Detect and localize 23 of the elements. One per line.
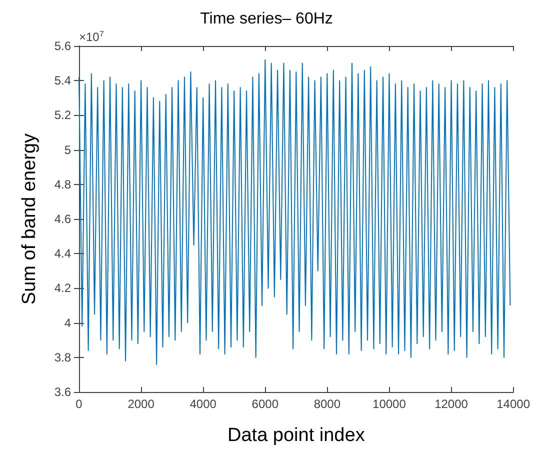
y-tick-label: 5.4 xyxy=(54,74,72,88)
x-tick-label: 6000 xyxy=(252,397,279,411)
x-tick-label: 14000 xyxy=(496,397,530,411)
chart-title: Time series– 60Hz xyxy=(200,10,333,28)
x-tick-label: 10000 xyxy=(372,397,406,411)
y-axis-title: Sum of band energy xyxy=(19,132,40,305)
x-tick-label: 12000 xyxy=(434,397,468,411)
y-tick-label: 4 xyxy=(64,316,72,330)
y-tick-label: 4.8 xyxy=(54,177,72,192)
y-tick-label: 3.8 xyxy=(54,350,72,364)
x-tick-label: 2000 xyxy=(128,397,155,411)
y-tick-label: 3.6 xyxy=(54,385,72,399)
x-axis-title: Data point index xyxy=(227,425,366,446)
y-tick-label: 5.6 xyxy=(54,39,72,53)
y-tick-label: 5 xyxy=(64,142,72,157)
y-tick-label: 5.2 xyxy=(54,108,72,122)
x-tick-label: 4000 xyxy=(190,397,217,411)
y-tick-label: 4.2 xyxy=(54,281,72,296)
x-tick-label: 8000 xyxy=(314,397,341,411)
line-series xyxy=(78,59,511,365)
y-tick-label: 4.4 xyxy=(54,246,72,261)
x-tick-label: 0 xyxy=(76,397,83,411)
y-tick-label: 4.6 xyxy=(54,212,72,226)
